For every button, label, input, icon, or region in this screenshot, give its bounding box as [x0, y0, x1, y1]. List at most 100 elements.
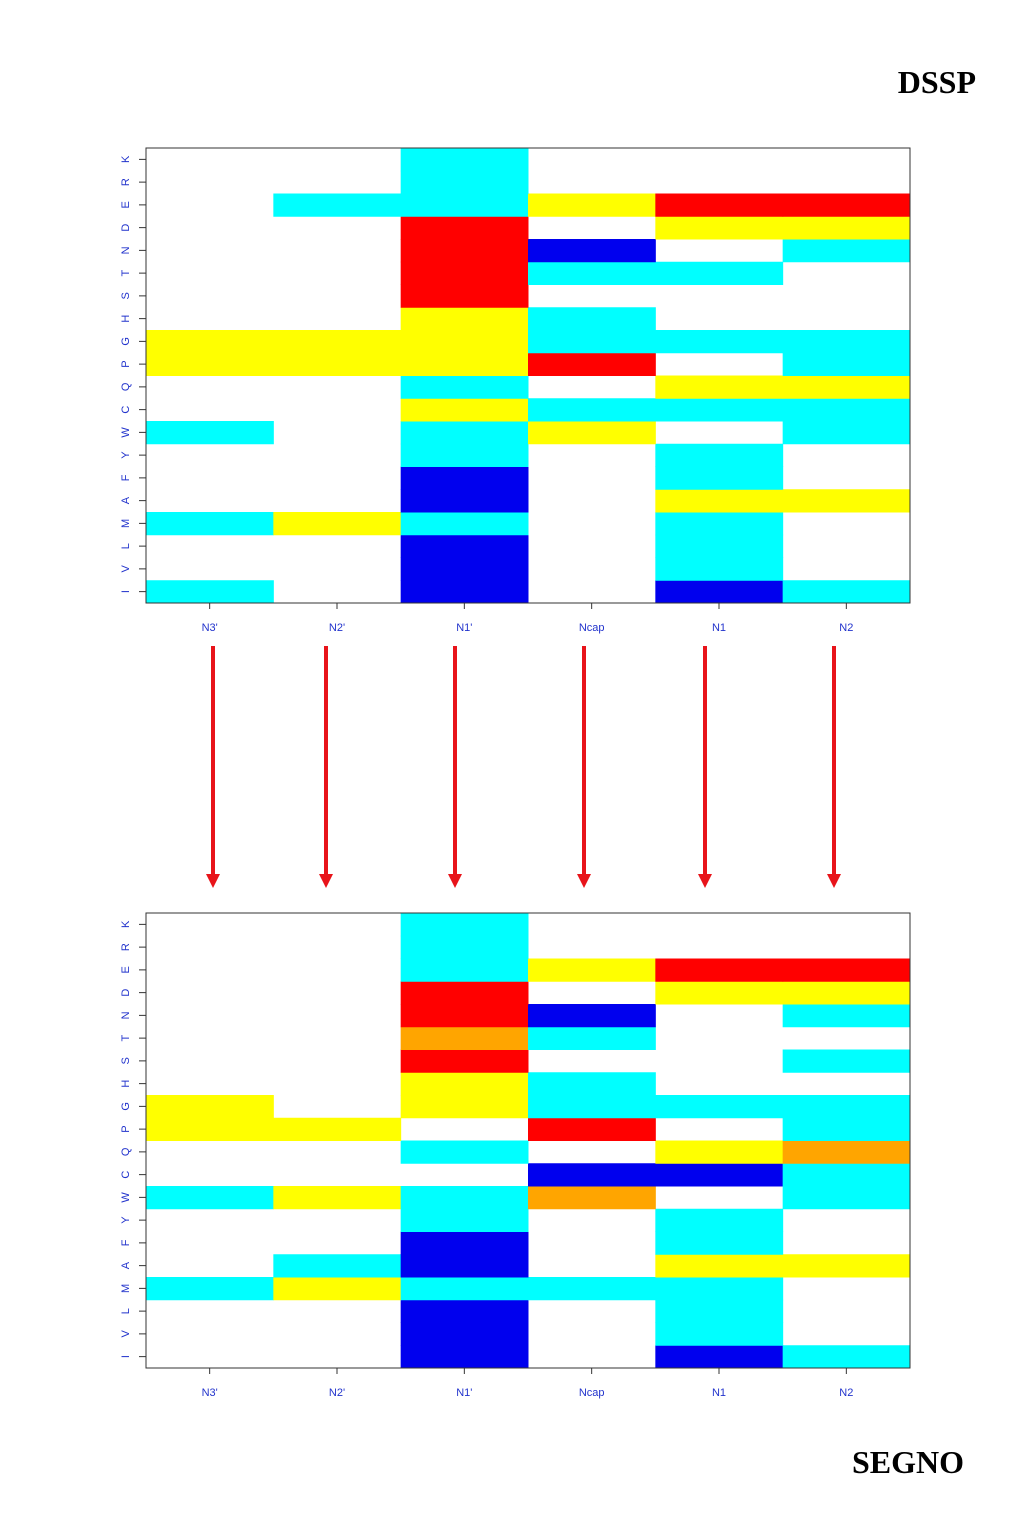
dssp-heatmap: I V L M A F Y W C Q P G H S T N D E R K N3' N2' N1' Ncap N1 N2: [120, 147, 911, 634]
arrow-head: [319, 874, 333, 888]
heatmap-cell-C-N2: [782, 398, 911, 422]
heatmap-cell-Q-N2: [782, 1140, 911, 1164]
heatmap-cell-M-N2p: [273, 1277, 402, 1301]
heatmap-cell-E-N1p: [400, 958, 529, 982]
heatmap-cell-P-N2p: [273, 1117, 402, 1141]
heatmap-cell-N-N2: [782, 239, 911, 263]
y-tick-label: A: [120, 1261, 132, 1269]
heatmap-cell-K-N1p: [400, 148, 529, 172]
y-tick-label: K: [120, 920, 132, 928]
heatmap-cell-A-N1: [655, 489, 784, 513]
heatmap-cell-F-N1: [655, 466, 784, 490]
heatmap-cell-G-N3p: [146, 1095, 274, 1119]
heatmap-cell-T-N1p: [400, 1026, 529, 1050]
heatmap-cell-A-N2p: [273, 1254, 402, 1278]
y-tick-label: L: [120, 1308, 132, 1314]
heatmap-cell-W-N2: [782, 421, 911, 445]
heatmap-cell-T-Ncap: [528, 1026, 656, 1050]
heatmap-cell-P-N3p: [146, 352, 274, 376]
heatmap-cell-G-N1p: [400, 330, 529, 354]
y-tick-label: R: [120, 943, 132, 951]
heatmap-cell-T-N1p: [400, 261, 529, 285]
heatmap-cell-Y-N1: [655, 443, 784, 467]
heatmap-cell-T-Ncap: [528, 261, 656, 285]
heatmap-cell-G-N1p: [400, 1095, 529, 1119]
y-tick-label: H: [120, 315, 132, 323]
heatmap-cell-W-N2: [782, 1186, 911, 1210]
heatmap-cell-F-N1p: [400, 1231, 529, 1255]
heatmap-cell-L-N1: [655, 1299, 784, 1323]
heatmap-cell-P-Ncap: [528, 1117, 656, 1141]
y-tick-label: V: [120, 565, 132, 573]
heatmap-cell-G-N1: [655, 330, 784, 354]
heatmap-cell-Q-N1: [655, 375, 784, 399]
x-tick-label: N1': [456, 622, 472, 634]
x-tick-label: Ncap: [579, 1387, 605, 1399]
plot-frame: [145, 147, 911, 604]
heatmap-cell-F-N1: [655, 1231, 784, 1255]
heatmap-cell-W-N3p: [146, 421, 274, 445]
y-tick-label: F: [120, 1239, 132, 1246]
heatmap-cell-Y-N1: [655, 1208, 784, 1232]
y-tick-label: D: [120, 224, 132, 232]
y-tick-label: I: [120, 590, 132, 593]
heatmap-cell-Q-N1p: [400, 1140, 529, 1164]
y-tick-label: R: [120, 178, 132, 186]
y-tick-label: M: [120, 1284, 132, 1293]
heatmap-cell-N-N1p: [400, 1004, 529, 1028]
heatmap-cell-I-N1p: [400, 580, 529, 604]
heatmap-cell-E-N2p: [273, 193, 402, 217]
heatmap-cell-V-N1: [655, 557, 784, 581]
y-tick-label: L: [120, 543, 132, 549]
heatmap-cell-W-N2p: [273, 1186, 402, 1210]
heatmap-cell-M-N1: [655, 512, 784, 536]
heatmap-cell-E-Ncap: [528, 193, 656, 217]
x-tick-label: N2: [839, 1387, 853, 1399]
heatmap-cell-E-N2: [782, 958, 911, 982]
heatmap-cell-G-Ncap: [528, 1095, 656, 1119]
heatmap-cell-F-N1p: [400, 466, 529, 490]
heatmap-cell-D-N1: [655, 981, 784, 1005]
y-tick-label: Q: [120, 1147, 132, 1156]
heatmap-cell-C-Ncap: [528, 1163, 656, 1187]
y-tick-label: W: [120, 1192, 132, 1203]
heatmap-cell-G-N3p: [146, 330, 274, 354]
heatmap-cell-P-N2p: [273, 352, 402, 376]
heatmap-cell-C-N2: [782, 1163, 911, 1187]
x-tick-label: N3': [202, 1387, 218, 1399]
heatmap-cell-G-N2: [782, 330, 911, 354]
heatmap-cell-E-N1p: [400, 193, 529, 217]
heatmap-cell-L-N1: [655, 534, 784, 558]
heatmap-cell-T-N1: [655, 261, 784, 285]
heatmap-cell-E-Ncap: [528, 958, 656, 982]
heatmap-cell-W-Ncap: [528, 1186, 656, 1210]
heatmap-cell-P-N2: [782, 1117, 911, 1141]
y-tick-label: P: [120, 1125, 132, 1132]
heatmap-cell-C-Ncap: [528, 398, 656, 422]
heatmap-cell-P-N1p: [400, 352, 529, 376]
y-tick-label: P: [120, 360, 132, 367]
heatmap-cell-R-N1p: [400, 170, 529, 194]
heatmap-cell-C-N1p: [400, 398, 529, 422]
heatmap-cell-Q-N1: [655, 1140, 784, 1164]
heatmap-cell-M-N1: [655, 1277, 784, 1301]
heatmap-cell-V-N1: [655, 1322, 784, 1346]
heatmap-cell-D-N1p: [400, 216, 529, 240]
heatmap-cell-M-N1p: [400, 512, 529, 536]
heatmap-cell-D-N2: [782, 216, 911, 240]
heatmap-cell-A-N1p: [400, 489, 529, 513]
plot-frame: [145, 912, 911, 1369]
heatmap-cell-P-N3p: [146, 1117, 274, 1141]
heatmap-cell-G-Ncap: [528, 330, 656, 354]
heatmap-cell-A-N1p: [400, 1254, 529, 1278]
heatmap-cell-D-N2: [782, 981, 911, 1005]
heatmap-cell-S-N1p: [400, 1049, 529, 1073]
heatmap-cell-H-Ncap: [528, 307, 656, 331]
y-tick-label: T: [120, 269, 132, 276]
y-tick-label: C: [120, 1171, 132, 1179]
y-tick-label: H: [120, 1080, 132, 1088]
x-tick-label: Ncap: [579, 622, 605, 634]
x-tick-label: N1: [712, 1387, 726, 1399]
heatmap-cell-L-N1p: [400, 1299, 529, 1323]
heatmap-cell-M-N2p: [273, 512, 402, 536]
